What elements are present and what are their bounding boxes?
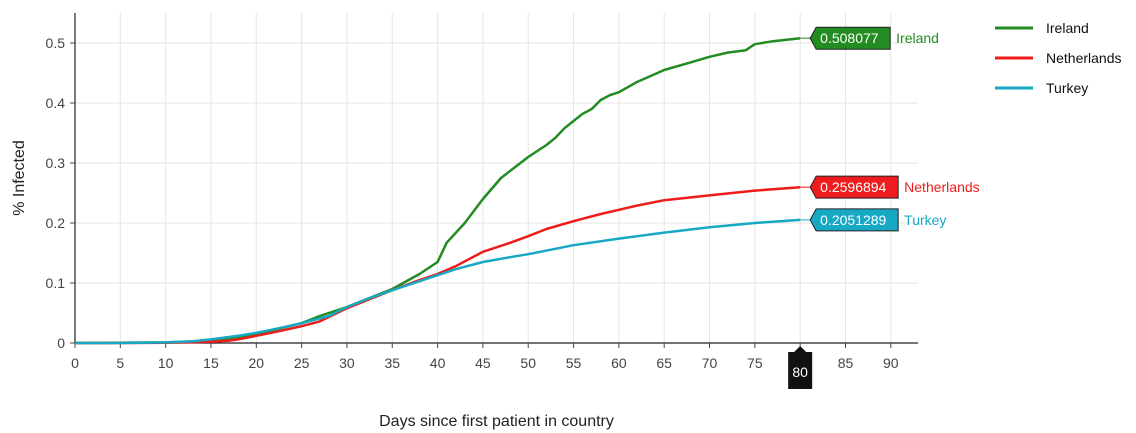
- grid-lines: [75, 13, 918, 343]
- hover-tag-netherlands: 0.2596894 Netherlands: [800, 175, 980, 199]
- legend-label: Turkey: [1046, 80, 1088, 96]
- hover-tag-box: [809, 175, 899, 199]
- x-tick-label: 70: [702, 355, 718, 371]
- hover-tags: 0.508077 Ireland 0.2596894 Netherlands 0.205…: [788, 26, 980, 389]
- x-tick-label: 90: [883, 355, 899, 371]
- legend-item-netherlands[interactable]: Netherlands: [995, 50, 1122, 66]
- x-tick-label: 50: [520, 355, 536, 371]
- x-tick-label: 0: [71, 355, 79, 371]
- hover-tag-box: [809, 208, 899, 232]
- x-tick-label: 45: [475, 355, 491, 371]
- hover-tag-turkey: 0.2051289 Turkey: [800, 208, 946, 232]
- legend-item-turkey[interactable]: Turkey: [995, 80, 1088, 96]
- hover-tag-ireland: 0.508077 Ireland: [800, 26, 939, 50]
- hover-tag-value: 0.508077: [820, 30, 879, 46]
- x-tick-label: 65: [656, 355, 672, 371]
- y-tick-label: 0.4: [46, 95, 66, 111]
- hover-tag-box: [809, 26, 891, 50]
- y-tick-label: 0: [57, 335, 65, 351]
- x-tick-label: 15: [203, 355, 219, 371]
- hover-x-label-box: [788, 346, 813, 389]
- x-tick-label: 85: [838, 355, 854, 371]
- x-tick-label: 20: [249, 355, 265, 371]
- y-tick-label: 0.5: [46, 35, 66, 51]
- y-axis-title: % Infected: [11, 140, 28, 216]
- x-tick-label: 55: [566, 355, 582, 371]
- y-tick-label: 0.3: [46, 155, 66, 171]
- y-tick-label: 0.1: [46, 275, 66, 291]
- legend-item-ireland[interactable]: Ireland: [995, 20, 1089, 36]
- series-line-turkey: [75, 218, 801, 345]
- hover-x-label: 80: [788, 346, 813, 389]
- x-tick-label: 60: [611, 355, 627, 371]
- x-tick-label: 25: [294, 355, 310, 371]
- hover-tag-value: 0.2051289: [820, 212, 886, 228]
- legend-label: Netherlands: [1046, 50, 1122, 66]
- hover-x-label-text: 80: [792, 364, 808, 380]
- series-lines: [74, 36, 801, 345]
- hover-tag-series-name: Netherlands: [904, 179, 980, 195]
- hover-tag-series-name: Ireland: [896, 30, 939, 46]
- x-tick-label: 40: [430, 355, 446, 371]
- x-axis-title: Days since first patient in country: [379, 413, 614, 430]
- hover-tag-series-name: Turkey: [904, 212, 946, 228]
- x-tick-label: 35: [384, 355, 400, 371]
- legend[interactable]: Ireland Netherlands Turkey: [995, 20, 1122, 96]
- axes: 05101520253035404550556065707580859000.1…: [46, 13, 918, 371]
- x-tick-label: 5: [116, 355, 124, 371]
- x-tick-label: 75: [747, 355, 763, 371]
- legend-label: Ireland: [1046, 20, 1089, 36]
- y-tick-label: 0.2: [46, 215, 66, 231]
- x-tick-label: 30: [339, 355, 355, 371]
- hover-tag-value: 0.2596894: [820, 179, 886, 195]
- x-tick-label: 10: [158, 355, 174, 371]
